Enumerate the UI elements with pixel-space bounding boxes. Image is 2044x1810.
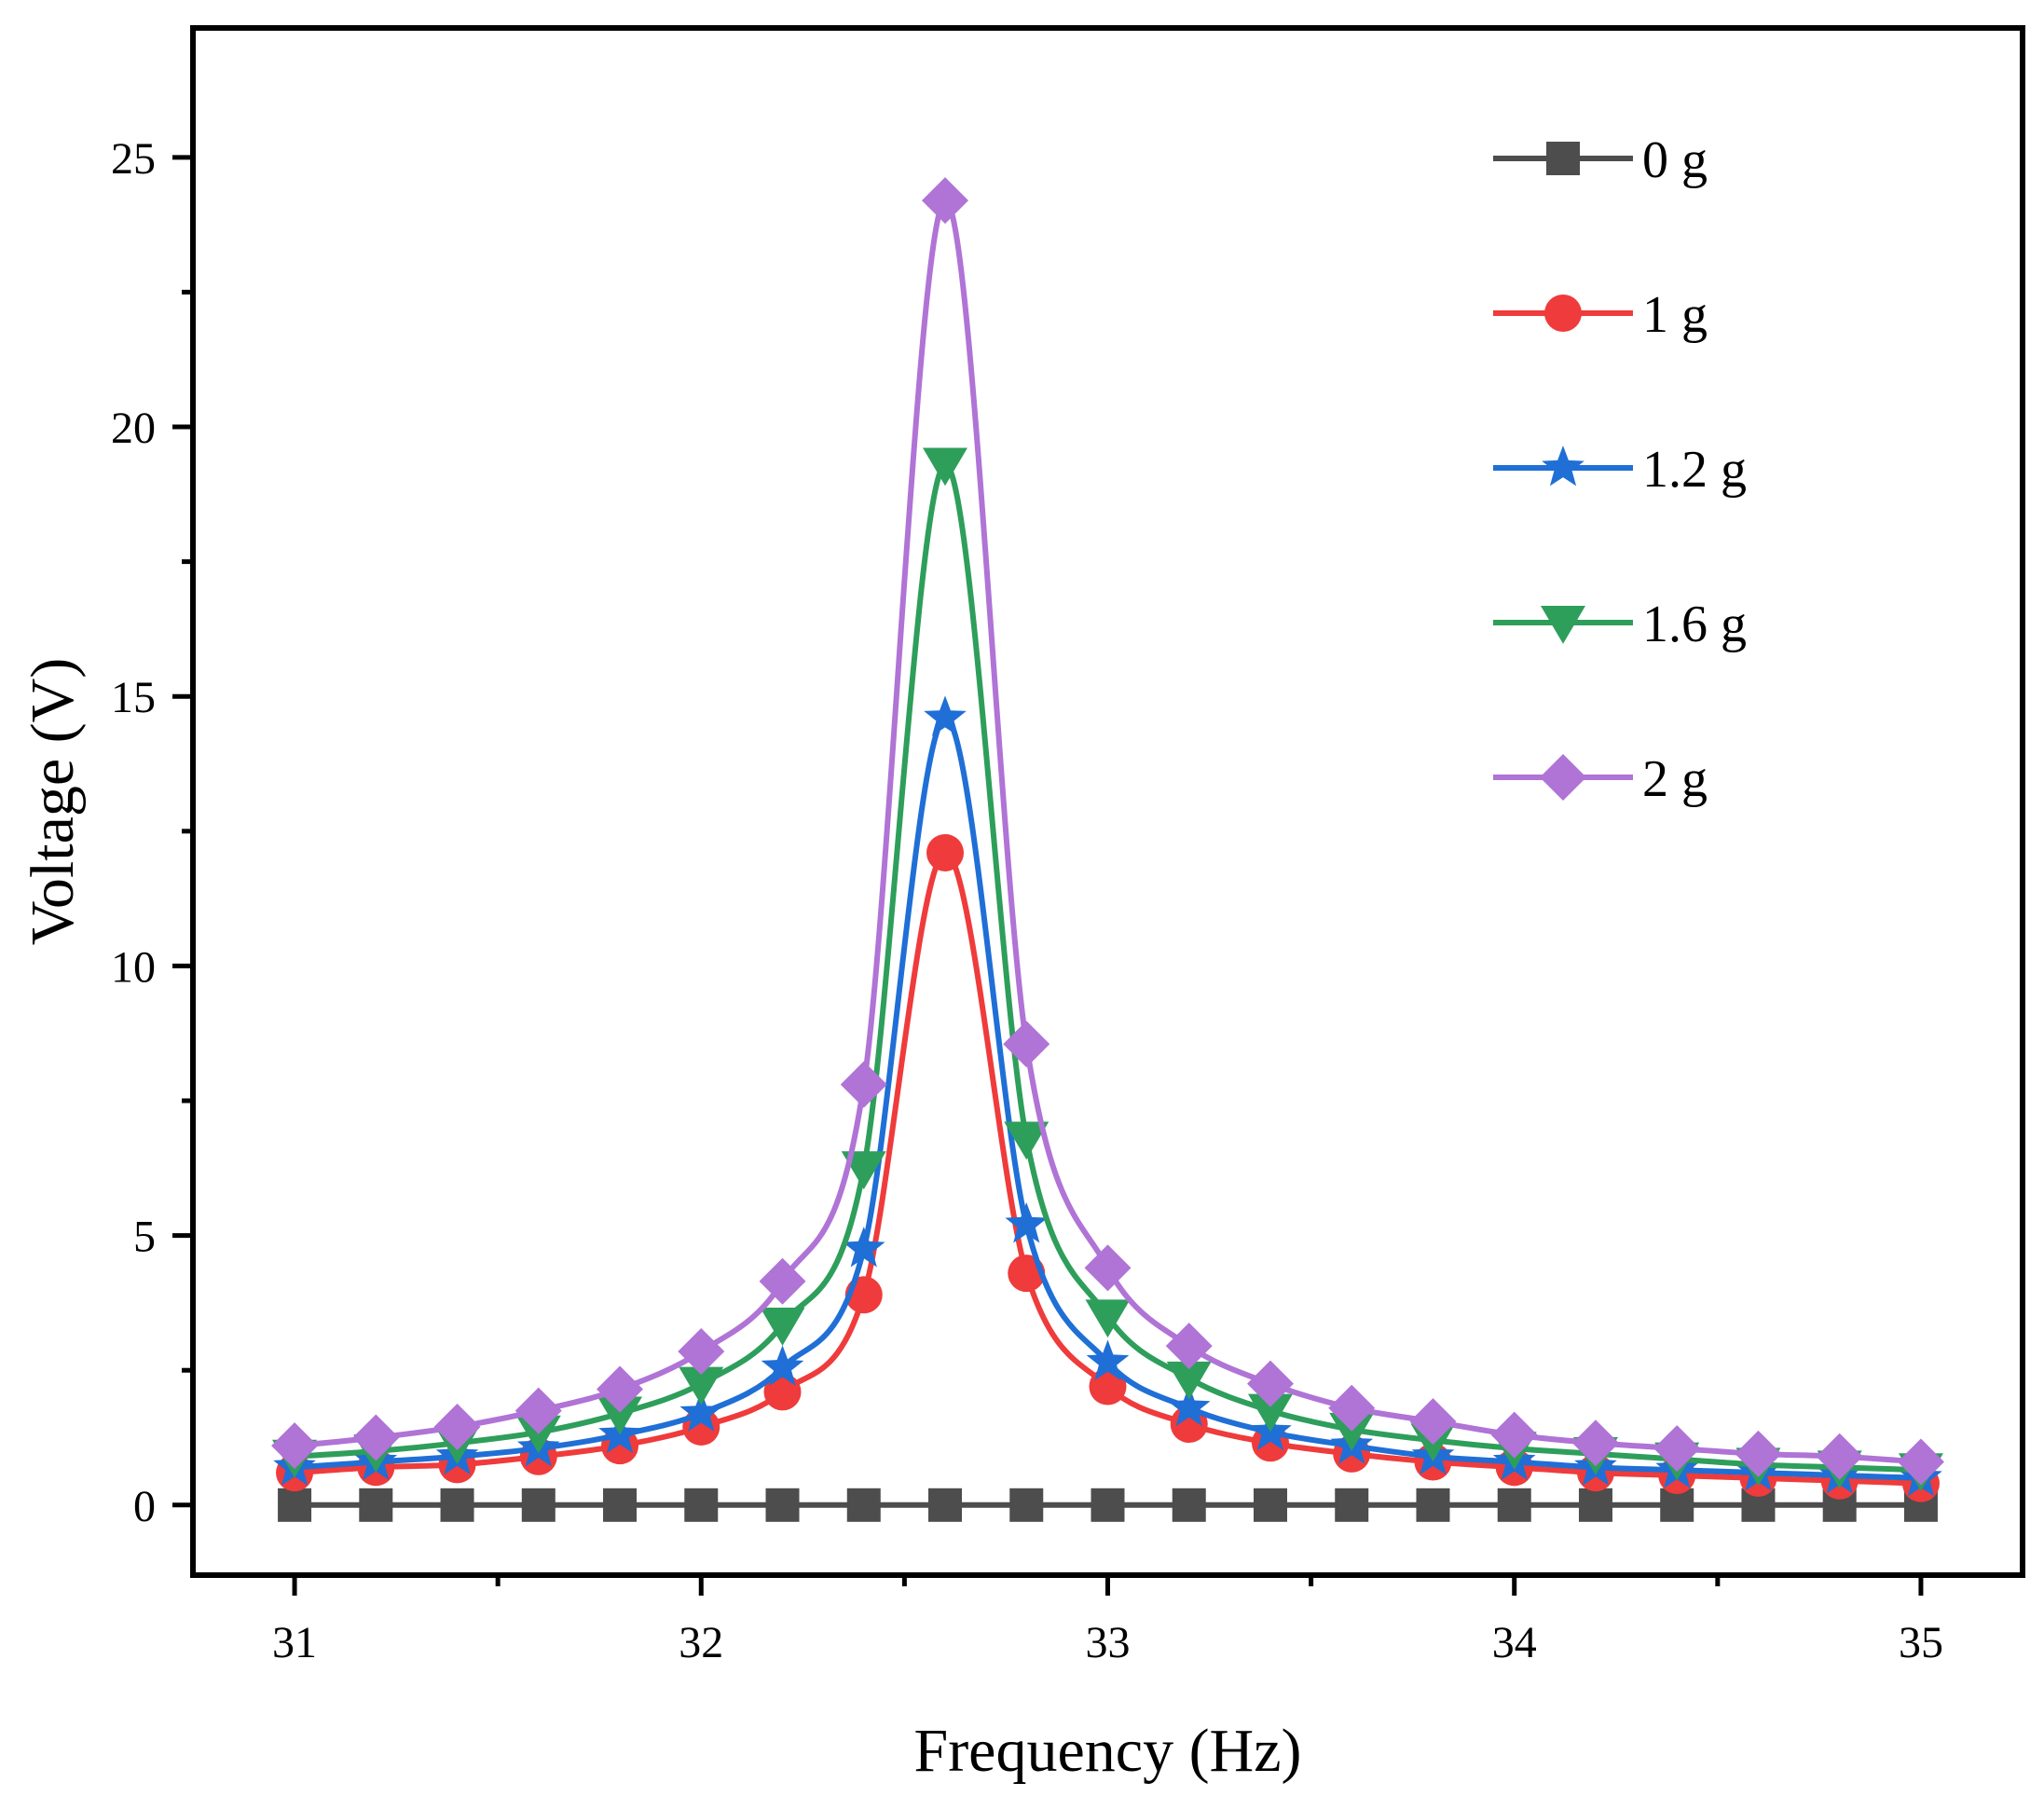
series-2-g xyxy=(271,177,1944,1486)
data-point xyxy=(603,1488,638,1522)
y-tick-label: 0 xyxy=(133,1482,156,1531)
y-tick-label: 20 xyxy=(111,404,156,453)
legend-marker xyxy=(1540,754,1586,801)
data-point xyxy=(440,1488,474,1522)
y-tick-label: 15 xyxy=(111,673,156,722)
data-point xyxy=(846,1488,881,1522)
legend-item: 0 g xyxy=(1493,131,1708,189)
y-tick-label: 25 xyxy=(111,134,156,184)
axes-layer: 31 32 33 34 35 0 5 10 15 20 25 xyxy=(111,25,2025,1667)
x-tick-label: 31 xyxy=(272,1618,317,1667)
data-point xyxy=(1246,1360,1294,1407)
data-point xyxy=(1091,1488,1125,1522)
data-point xyxy=(515,1415,561,1454)
data-point xyxy=(514,1387,562,1434)
data-point xyxy=(841,1151,886,1190)
legend-label: 1.6 g xyxy=(1642,596,1747,653)
legend-label: 0 g xyxy=(1642,131,1708,189)
y-axis-title: Voltage (V) xyxy=(19,658,87,946)
data-point xyxy=(1253,1488,1287,1522)
data-point xyxy=(922,177,969,225)
data-point xyxy=(840,1061,887,1108)
data-point xyxy=(924,695,967,736)
legend: 0 g 1 g 1.2 g 1.6 g 2 g xyxy=(1493,131,1747,808)
data-point xyxy=(761,1345,804,1386)
data-point xyxy=(1165,1323,1213,1370)
data-point xyxy=(1335,1488,1369,1522)
y-tick-label: 10 xyxy=(111,942,156,992)
data-point xyxy=(1329,1412,1375,1451)
data-point xyxy=(597,1365,644,1413)
data-point xyxy=(521,1488,556,1522)
data-point xyxy=(1167,1385,1211,1427)
legend-item: 2 g xyxy=(1493,750,1708,808)
data-point xyxy=(1247,1393,1293,1433)
x-axis-title: Frequency (Hz) xyxy=(914,1717,1302,1785)
data-point xyxy=(759,1257,806,1305)
legend-marker xyxy=(1542,446,1584,487)
data-point xyxy=(1084,1244,1132,1292)
data-point xyxy=(1328,1384,1376,1432)
data-point xyxy=(1085,1299,1131,1338)
data-point xyxy=(1653,1425,1701,1473)
legend-item: 1.6 g xyxy=(1493,596,1747,653)
data-point xyxy=(1086,1339,1130,1380)
data-point xyxy=(1490,1411,1538,1459)
data-point xyxy=(1578,1488,1612,1522)
data-point xyxy=(1409,1398,1457,1446)
data-point xyxy=(1005,1202,1049,1243)
data-point xyxy=(760,1308,805,1346)
data-point xyxy=(1816,1433,1863,1480)
data-point xyxy=(359,1488,393,1522)
data-point xyxy=(271,1422,319,1470)
data-point xyxy=(1166,1361,1212,1400)
data-point xyxy=(1004,1121,1049,1160)
legend-marker xyxy=(1544,295,1582,332)
legend-item: 1 g xyxy=(1493,286,1708,344)
legend-label: 2 g xyxy=(1642,750,1708,808)
data-point xyxy=(1003,1021,1050,1068)
data-point xyxy=(928,1488,963,1522)
data-point xyxy=(278,1488,312,1522)
data-point xyxy=(352,1414,400,1461)
data-point xyxy=(1009,1488,1044,1522)
data-point xyxy=(678,1327,725,1375)
x-tick-label: 32 xyxy=(679,1618,723,1667)
data-point xyxy=(923,447,968,487)
data-point xyxy=(684,1488,719,1522)
data-point xyxy=(926,833,965,871)
data-point xyxy=(765,1488,800,1522)
data-point xyxy=(1571,1419,1619,1467)
y-tick-label: 5 xyxy=(133,1213,156,1262)
x-tick-label: 33 xyxy=(1086,1618,1131,1667)
data-point xyxy=(1897,1438,1944,1486)
data-point xyxy=(842,1227,885,1268)
legend-label: 1.2 g xyxy=(1642,441,1747,499)
data-point xyxy=(1416,1488,1450,1522)
legend-label: 1 g xyxy=(1642,286,1708,344)
data-point xyxy=(1735,1430,1782,1477)
data-point xyxy=(679,1366,724,1405)
data-point xyxy=(597,1396,643,1435)
series-layer xyxy=(271,177,1944,1522)
x-tick-label: 34 xyxy=(1492,1618,1537,1667)
legend-item: 1.2 g xyxy=(1493,441,1747,499)
x-tick-label: 35 xyxy=(1899,1618,1943,1667)
series-0-g xyxy=(278,1488,1938,1522)
data-point xyxy=(1172,1488,1206,1522)
data-point xyxy=(679,1391,723,1432)
data-point xyxy=(1497,1488,1531,1522)
legend-marker xyxy=(1546,142,1580,175)
legend-marker xyxy=(1541,606,1585,644)
data-point xyxy=(433,1403,481,1450)
